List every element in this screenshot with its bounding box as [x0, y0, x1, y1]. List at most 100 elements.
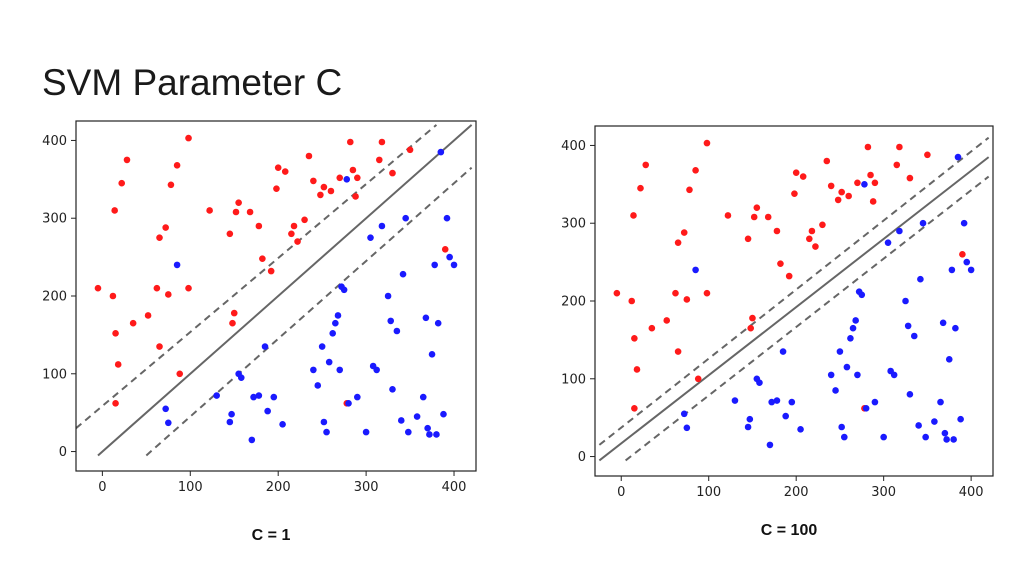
- chart-caption: C = 100: [761, 522, 818, 539]
- data-point: [349, 166, 357, 174]
- data-point: [446, 253, 453, 261]
- data-point: [957, 415, 964, 423]
- data-point: [334, 312, 342, 319]
- data-point: [952, 324, 959, 332]
- data-point: [753, 204, 761, 211]
- data-point: [443, 214, 451, 222]
- data-point: [317, 191, 324, 199]
- data-point: [441, 246, 449, 253]
- data-point: [871, 398, 879, 406]
- data-point: [426, 431, 433, 438]
- data-point: [261, 343, 269, 350]
- data-point: [858, 291, 866, 299]
- data-point: [246, 208, 254, 216]
- data-point: [213, 392, 220, 399]
- data-point: [397, 417, 405, 424]
- data-point: [367, 234, 374, 241]
- x-tick-label: 100: [178, 480, 203, 495]
- data-point: [731, 397, 739, 404]
- data-point: [162, 405, 169, 413]
- data-point: [884, 239, 892, 246]
- data-point: [896, 227, 903, 235]
- class-a-points: [94, 134, 449, 407]
- data-point: [123, 156, 131, 164]
- decision-boundary-line: [598, 156, 990, 462]
- data-point: [832, 387, 839, 394]
- data-point: [633, 366, 641, 373]
- data-point: [153, 284, 161, 292]
- data-point: [937, 398, 944, 406]
- class-b-points: [162, 148, 458, 444]
- data-point: [259, 255, 266, 262]
- data-point: [402, 214, 409, 222]
- data-point: [788, 398, 796, 406]
- data-point: [680, 410, 688, 418]
- data-point: [185, 284, 192, 292]
- data-point: [703, 289, 711, 297]
- data-point: [941, 429, 949, 437]
- y-tick-label: 0: [578, 450, 586, 465]
- data-point: [406, 146, 414, 154]
- data-point: [906, 174, 914, 182]
- data-point: [746, 415, 754, 423]
- decision-lines: [76, 124, 473, 457]
- data-point: [384, 292, 392, 300]
- data-point: [864, 143, 872, 151]
- data-point: [413, 413, 421, 420]
- data-point: [422, 314, 430, 322]
- slide-title: SVM Parameter C: [42, 62, 343, 103]
- data-point: [764, 213, 772, 221]
- data-point: [840, 433, 848, 441]
- data-point: [118, 179, 126, 187]
- data-point: [808, 227, 816, 235]
- data-point: [845, 192, 852, 200]
- data-point: [173, 162, 181, 169]
- data-point: [867, 171, 874, 179]
- y-tick-label: 300: [561, 217, 586, 232]
- data-point: [703, 139, 711, 147]
- data-point: [320, 183, 328, 191]
- data-point: [680, 229, 688, 236]
- y-tick-label: 200: [561, 295, 586, 310]
- data-point: [318, 343, 326, 350]
- data-point: [332, 319, 339, 327]
- margin-line: [598, 136, 990, 446]
- data-point: [373, 366, 380, 374]
- data-point: [255, 392, 263, 399]
- data-point: [393, 327, 401, 335]
- data-point: [173, 261, 181, 269]
- data-point: [782, 412, 789, 420]
- data-point: [750, 213, 758, 221]
- x-tick-label: 300: [871, 485, 896, 500]
- data-point: [948, 266, 956, 274]
- data-point: [854, 371, 861, 379]
- data-point: [834, 196, 842, 204]
- margin-line: [145, 166, 473, 457]
- data-point: [346, 138, 354, 146]
- data-point: [378, 222, 386, 230]
- data-point: [450, 261, 458, 269]
- data-point: [354, 174, 361, 182]
- data-point: [838, 188, 845, 196]
- data-point: [924, 151, 931, 159]
- data-point: [310, 177, 317, 185]
- data-point: [340, 286, 348, 294]
- data-point: [674, 348, 682, 355]
- data-point: [362, 428, 370, 436]
- data-point: [648, 324, 656, 332]
- data-point: [747, 324, 755, 332]
- data-point: [343, 176, 351, 183]
- data-point: [960, 219, 968, 227]
- data-point: [852, 317, 859, 324]
- data-point: [744, 423, 752, 431]
- data-point: [683, 424, 691, 432]
- data-point: [869, 198, 877, 205]
- data-point: [206, 207, 213, 214]
- data-point: [954, 153, 962, 161]
- data-point: [165, 419, 172, 427]
- chart-c1: 0 100 200 300 400 0 100 200 300 400 C = 1: [42, 120, 477, 544]
- data-point: [320, 418, 328, 426]
- data-point: [683, 296, 691, 303]
- data-point: [919, 219, 927, 227]
